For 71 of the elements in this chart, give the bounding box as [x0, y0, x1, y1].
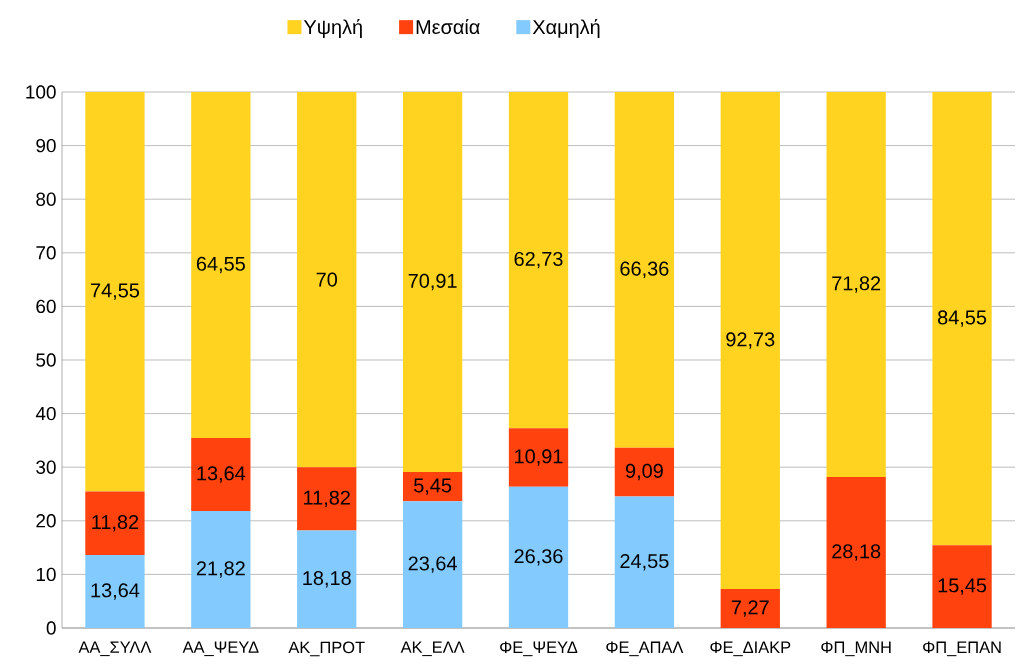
data-label: 9,09 [625, 463, 663, 481]
bar [826, 91, 886, 477]
data-label: 18,18 [303, 571, 351, 588]
bar [85, 91, 145, 492]
data-label: 28,18 [832, 544, 881, 561]
bar [508, 486, 569, 628]
bar [191, 437, 251, 512]
data-label: 11,82 [304, 490, 350, 508]
data-label: 66,36 [620, 261, 669, 279]
data-label: 5,45 [414, 478, 452, 495]
y-tick-label: 40 [35, 406, 56, 421]
data-label: 64,55 [196, 256, 245, 274]
bar [297, 530, 357, 628]
y-tick-label: 30 [36, 460, 56, 474]
bar [614, 496, 675, 628]
bar [402, 91, 463, 473]
bar [402, 501, 463, 628]
x-tick-label: ΑΚ_ΠΡΟΤ [288, 641, 365, 657]
y-tick-label: 100 [26, 85, 56, 99]
bar [191, 511, 251, 628]
bar [932, 545, 992, 628]
data-label: 62,73 [514, 251, 563, 269]
data-label: 7,27 [731, 600, 769, 617]
data-label: 10,91 [515, 449, 563, 466]
bar [297, 91, 357, 468]
y-tick-label: 90 [36, 138, 56, 153]
data-label: 92,73 [726, 332, 775, 349]
data-label: 74,55 [91, 283, 140, 300]
data-label: 21,82 [196, 561, 245, 578]
y-tick-label: 60 [36, 299, 56, 314]
bar [826, 476, 886, 628]
bar [508, 428, 569, 487]
bar [85, 554, 145, 628]
legend-label: Μεσαία [416, 18, 480, 35]
data-label: 23,64 [408, 556, 457, 573]
data-label: 15,45 [938, 578, 987, 595]
bar [508, 91, 569, 429]
y-tick-label: 80 [36, 192, 56, 206]
bar [614, 447, 675, 497]
x-tick-label: ΦΕ_ΔΙΑΚΡ [710, 641, 791, 657]
data-label: 13,64 [197, 466, 246, 483]
legend-label: Χαμηλή [532, 18, 600, 39]
x-tick-label: ΦΠ_ΜΝΗ [821, 641, 891, 657]
x-tick-label: ΑΚ_ΕΛΛ [400, 641, 465, 657]
x-tick-label: ΦΕ_ΑΠΑΛ [606, 641, 684, 657]
bar [402, 472, 463, 502]
x-tick-label: ΑΑ_ΣΥΛΛ [78, 641, 152, 657]
data-label: 71,82 [832, 276, 881, 293]
y-tick-label: 20 [36, 514, 56, 528]
bar [614, 91, 675, 448]
bar [85, 491, 145, 555]
x-tick-label: ΦΕ_ΨΕΥΔ [500, 641, 578, 657]
bar [191, 91, 251, 438]
x-tick-label: ΑΑ_ΨΕΥΔ [182, 641, 259, 657]
data-label: 24,55 [620, 553, 669, 571]
bar [932, 91, 992, 546]
data-label: 11,82 [92, 514, 139, 532]
data-label: 26,36 [514, 549, 563, 566]
data-label: 13,64 [91, 583, 140, 600]
y-tick-label: 50 [36, 353, 56, 367]
legend-label: Υψηλή [303, 18, 362, 39]
bar [297, 467, 357, 531]
y-tick-label: 10 [36, 567, 56, 582]
bar [720, 589, 780, 628]
data-label: 70 [316, 272, 338, 287]
bar [720, 91, 780, 590]
data-label: 84,55 [937, 310, 987, 327]
x-tick-label: ΦΠ_ΕΠΑΝ [923, 641, 1001, 657]
y-tick-label: 0 [46, 621, 56, 635]
y-tick-label: 70 [36, 246, 56, 260]
data-label: 70,91 [408, 273, 457, 291]
